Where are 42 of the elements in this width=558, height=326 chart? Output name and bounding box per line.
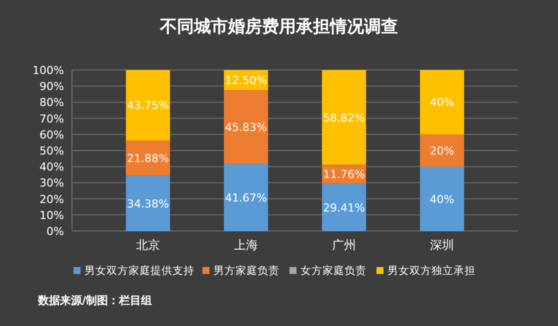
x-tick-label: 深圳 [430, 238, 454, 252]
data-label: 21.88% [126, 152, 169, 166]
legend-label: 女方家庭负责 [300, 264, 366, 277]
bar [322, 70, 366, 165]
data-label: 40% [430, 96, 454, 110]
bar [224, 164, 268, 231]
bar [224, 90, 268, 164]
chart-title: 不同城市婚房费用承担情况调查 [159, 17, 398, 37]
y-tick-label: 10% [40, 208, 64, 222]
legend-label: 男女双方家庭提供支持 [84, 264, 194, 277]
y-tick-label: 100% [32, 64, 64, 77]
y-tick-label: 40% [40, 160, 64, 174]
source-note: 数据来源/制图：栏目组 [37, 294, 152, 307]
data-label: 11.76% [323, 168, 365, 182]
y-tick-label: 0% [46, 225, 64, 238]
y-tick-label: 90% [40, 80, 64, 94]
y-tick-label: 60% [40, 128, 64, 142]
legend-label: 男女双方独立承担 [388, 264, 476, 277]
data-label: 58.82% [323, 111, 365, 124]
data-label: 40% [430, 192, 454, 206]
y-tick-label: 20% [40, 192, 64, 206]
x-tick-label: 北京 [136, 238, 160, 252]
y-tick-label: 70% [40, 112, 64, 126]
x-tick-label: 广州 [332, 238, 356, 252]
y-tick-label: 30% [40, 176, 64, 190]
data-label: 43.75% [126, 99, 169, 112]
legend-label: 男方家庭负责 [214, 264, 280, 277]
data-label: 12.50% [225, 74, 267, 88]
bar [420, 70, 464, 134]
bar [322, 184, 366, 231]
data-label: 20% [430, 144, 454, 158]
y-tick-label: 50% [40, 144, 64, 158]
bar [126, 176, 170, 231]
bar [420, 134, 464, 167]
bar [126, 70, 170, 140]
data-label: 29.41% [323, 201, 365, 214]
x-tick-label: 上海 [234, 238, 258, 252]
data-label: 34.38% [126, 197, 169, 210]
bar [420, 166, 464, 231]
data-label: 41.67% [225, 191, 267, 204]
y-tick-label: 80% [40, 96, 64, 110]
data-label: 45.83% [225, 121, 267, 134]
